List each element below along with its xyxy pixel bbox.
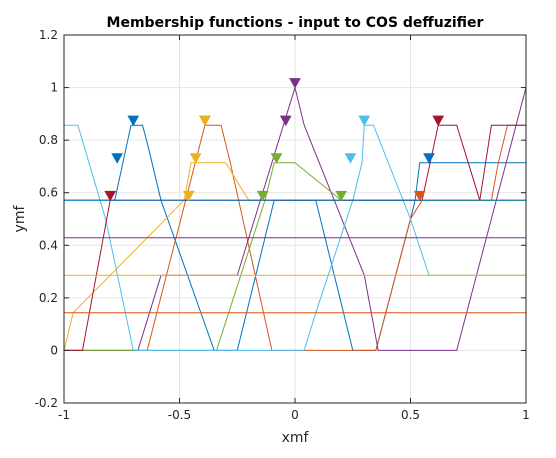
y-tick-label: -0.2: [35, 396, 58, 410]
y-tick-label: 0.8: [39, 133, 58, 147]
peak-markers: [104, 78, 445, 202]
peak-marker: [189, 153, 202, 164]
y-tick-label: 0.6: [39, 186, 58, 200]
peak-marker: [182, 190, 195, 202]
y-tick-label: 0.4: [39, 238, 58, 252]
y-tick-label: 0.2: [39, 291, 58, 305]
peak-marker: [423, 153, 435, 164]
peak-marker: [432, 115, 445, 127]
x-tick-label: -1: [58, 408, 70, 422]
y-axis-label: ymf: [12, 205, 28, 233]
peak-marker: [256, 190, 269, 202]
axis-ticks: -1 -0.5 0 0.5 1 -0.2 0 0.2 0.4 0.6 0.8 1 1.2: [35, 28, 530, 422]
x-tick-label: -0.5: [168, 408, 191, 422]
peak-marker: [413, 190, 426, 202]
peak-marker: [358, 115, 371, 127]
peak-marker: [335, 190, 348, 202]
chart-title: Membership functions - input to COS deff…: [107, 15, 484, 31]
x-tick-label: 0.5: [401, 408, 420, 422]
peak-marker: [111, 153, 123, 164]
peak-marker: [127, 115, 140, 127]
peak-marker: [279, 115, 292, 127]
peak-marker: [270, 153, 283, 164]
x-tick-label: 0: [291, 408, 299, 422]
peak-marker: [199, 115, 211, 127]
x-tick-label: 1: [522, 408, 530, 422]
series-line: [64, 124, 526, 351]
peak-marker: [344, 153, 357, 164]
peak-marker: [104, 190, 117, 202]
peak-marker: [289, 78, 301, 89]
series-line: [64, 85, 527, 351]
x-axis-label: xmf: [282, 430, 310, 446]
y-tick-label: 0: [50, 343, 58, 357]
y-tick-label: 1: [50, 81, 58, 95]
y-tick-label: 1.2: [39, 28, 58, 42]
